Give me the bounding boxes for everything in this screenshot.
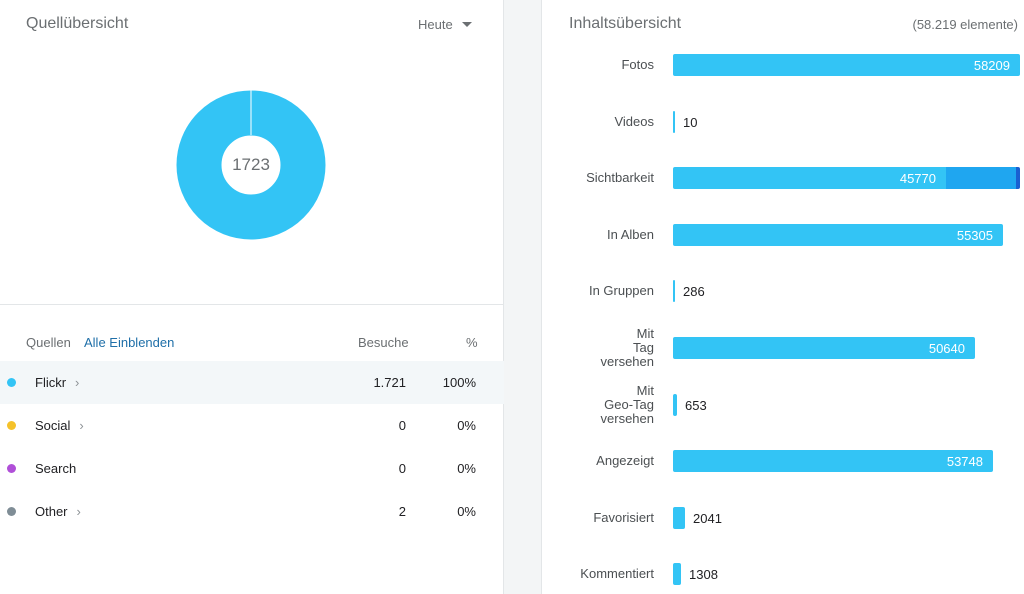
donut-total: 1723	[232, 155, 270, 174]
bar-value-mit-geo-tag-versehen: 653	[685, 397, 707, 413]
bar-value-in-gruppen: 286	[683, 284, 705, 300]
bar-mit-tag-versehen[interactable]	[673, 337, 975, 359]
source-overview-title: Quellübersicht	[26, 15, 129, 32]
percent-value: 100%	[442, 375, 476, 390]
chevron-right-icon: ›	[76, 504, 81, 519]
bar-sichtbarkeit[interactable]	[673, 167, 1020, 190]
bar-fotos[interactable]	[673, 54, 1020, 76]
percent-value: 0%	[457, 418, 476, 433]
bar-label-in-alben: In Alben	[607, 226, 654, 242]
bar-in-gruppen[interactable]	[673, 280, 675, 303]
donut-svg	[176, 90, 326, 240]
source-row-other[interactable]: Other › 2 0%	[0, 490, 504, 533]
bar-videos[interactable]	[673, 110, 675, 133]
search-dot-icon	[7, 464, 16, 473]
period-label: Heute	[418, 17, 453, 32]
chevron-right-icon: ›	[75, 375, 80, 390]
bar-value-videos: 10	[683, 114, 698, 130]
percent-value: 0%	[457, 504, 476, 519]
visits-value: 2	[398, 504, 406, 519]
content-overview-panel: Inhaltsübersicht (58.219 elemente) Fotos…	[541, 0, 1024, 594]
bar-value-favorisiert: 2041	[693, 510, 722, 526]
bar-label-mit-geo-tag-versehen: Mit Geo-Tag versehen	[600, 382, 654, 426]
bar-value-in-alben: 55305	[956, 227, 993, 243]
show-all-link[interactable]: Alle Einblenden	[84, 335, 175, 350]
source-row-flickr[interactable]: Flickr › 1.721 100%	[0, 361, 504, 404]
col-header-sources: Quellen	[26, 335, 71, 350]
visits-value: 0	[398, 418, 406, 433]
period-dropdown[interactable]: Heute	[418, 17, 472, 32]
bar-label-angezeigt: Angezeigt	[596, 453, 654, 469]
other-dot-icon	[7, 507, 16, 516]
source-row-social[interactable]: Social › 0 0%	[0, 404, 504, 447]
bar-label-favorisiert: Favorisiert	[593, 509, 654, 525]
element-count: (58.219 elemente)	[912, 17, 1018, 32]
col-header-percent: %	[466, 335, 478, 350]
bar-label-fotos: Fotos	[621, 57, 654, 72]
bar-value-kommentiert: 1308	[689, 567, 718, 583]
bar-value-fotos: 58209	[973, 58, 1010, 73]
chevron-right-icon: ›	[79, 418, 84, 433]
bar-value-sichtbarkeit: 45770	[899, 171, 936, 187]
bar-angezeigt[interactable]	[673, 450, 993, 473]
bar-label-in-gruppen: In Gruppen	[588, 283, 654, 299]
percent-value: 0%	[457, 461, 476, 476]
content-overview-title: Inhaltsübersicht	[569, 15, 682, 32]
source-name-search: Search	[35, 461, 77, 476]
source-name-social: Social ›	[35, 418, 84, 433]
section-divider	[0, 304, 504, 305]
bar-mit-geo-tag-versehen[interactable]	[673, 393, 677, 416]
bar-in-alben[interactable]	[673, 223, 1003, 246]
visits-value: 1.721	[373, 375, 406, 390]
social-dot-icon	[7, 421, 16, 430]
bar-value-angezeigt: 53748	[946, 454, 983, 470]
source-donut-chart: 1723	[176, 90, 326, 240]
col-header-visits: Besuche	[358, 335, 409, 350]
bar-favorisiert[interactable]	[673, 506, 685, 529]
bar-kommentiert[interactable]	[673, 563, 681, 586]
flickr-dot-icon	[7, 378, 16, 387]
source-name-flickr: Flickr ›	[35, 375, 80, 390]
chevron-down-icon	[461, 22, 472, 27]
bar-label-sichtbarkeit: Sichtbarkeit	[586, 170, 654, 186]
bar-label-mit-tag-versehen: Mit Tag versehen	[600, 326, 654, 369]
source-overview-panel: Quellübersicht Heute 1723 Quellen Alle E…	[0, 0, 504, 594]
source-row-search: Search 0 0%	[0, 447, 504, 490]
bar-label-kommentiert: Kommentiert	[580, 566, 654, 582]
bar-value-mit-tag-versehen: 50640	[928, 341, 965, 356]
bar-label-videos: Videos	[614, 113, 654, 129]
source-name-other: Other ›	[35, 504, 81, 519]
visits-value: 0	[398, 461, 406, 476]
